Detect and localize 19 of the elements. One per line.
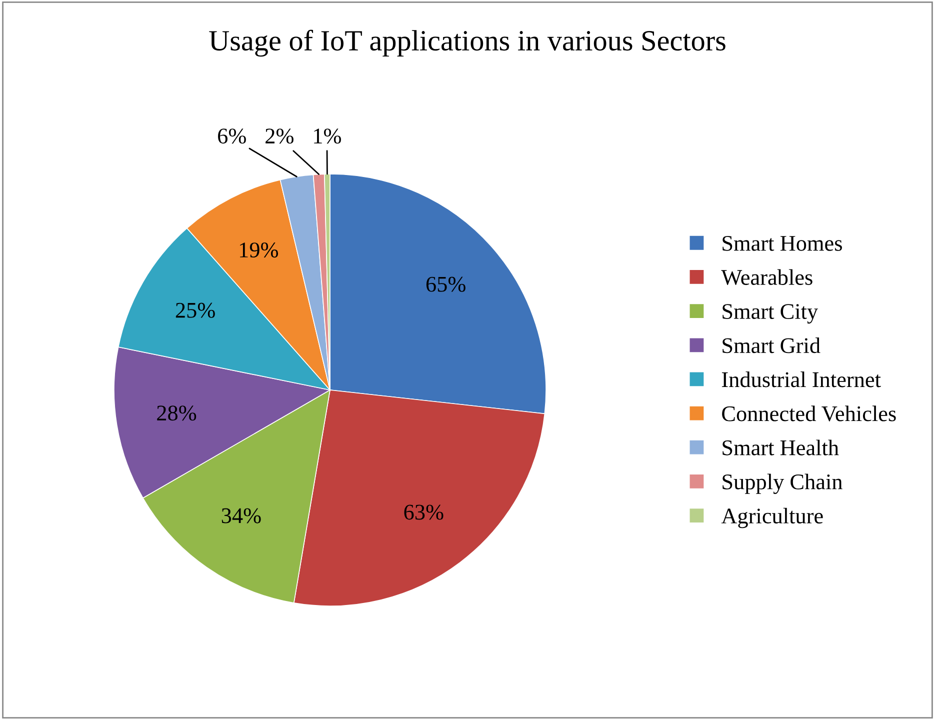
legend-label: Smart City xyxy=(722,304,818,324)
legend-label: Industrial Internet xyxy=(722,372,881,388)
data-label: 19% xyxy=(240,242,278,258)
data-label: 6% xyxy=(218,128,246,144)
legend-label: Smart Grid xyxy=(722,337,820,354)
data-label: 1% xyxy=(314,128,341,144)
legend-label: Smart Health xyxy=(722,440,839,456)
data-label: 63% xyxy=(404,504,444,520)
legend-label: Agriculture xyxy=(721,508,823,528)
data-label: 25% xyxy=(176,302,215,318)
data-label: 34% xyxy=(222,508,261,524)
legend-label: Supply Chain xyxy=(722,474,842,494)
legend-label: Wearables xyxy=(721,269,812,286)
legend-label: Connected Vehicles xyxy=(722,406,896,422)
chart-title: Usage of IoT applications in various Sectors xyxy=(209,30,726,57)
legend-label: Smart Homes xyxy=(722,236,842,251)
data-label: 65% xyxy=(426,276,466,292)
data-label: 28% xyxy=(157,406,196,421)
data-label: 2% xyxy=(266,128,294,144)
